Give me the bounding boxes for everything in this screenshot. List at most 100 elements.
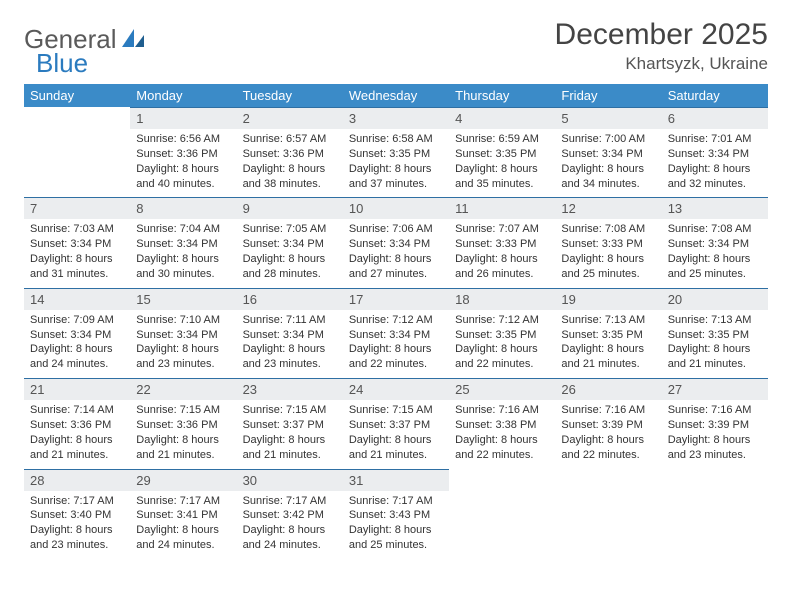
sunrise-line: Sunrise: 7:04 AM <box>136 222 230 237</box>
daylight-line: Daylight: 8 hours and 25 minutes. <box>349 523 443 553</box>
daylight-line: Daylight: 8 hours and 40 minutes. <box>136 162 230 192</box>
sunrise-line: Sunrise: 6:56 AM <box>136 132 230 147</box>
sunset-line: Sunset: 3:34 PM <box>668 237 762 252</box>
day-details: Sunrise: 7:13 AMSunset: 3:35 PMDaylight:… <box>555 310 661 378</box>
day-number: 15 <box>130 288 236 310</box>
logo-text-blue: Blue <box>36 48 88 79</box>
sunset-line: Sunset: 3:39 PM <box>561 418 655 433</box>
day-details: Sunrise: 7:11 AMSunset: 3:34 PMDaylight:… <box>237 310 343 378</box>
day-details: Sunrise: 7:12 AMSunset: 3:34 PMDaylight:… <box>343 310 449 378</box>
daylight-line: Daylight: 8 hours and 21 minutes. <box>136 433 230 463</box>
sunset-line: Sunset: 3:34 PM <box>136 328 230 343</box>
sunset-line: Sunset: 3:34 PM <box>30 237 124 252</box>
daylight-line: Daylight: 8 hours and 38 minutes. <box>243 162 337 192</box>
day-details: Sunrise: 6:58 AMSunset: 3:35 PMDaylight:… <box>343 129 449 197</box>
daylight-line: Daylight: 8 hours and 22 minutes. <box>455 433 549 463</box>
daylight-line: Daylight: 8 hours and 21 minutes. <box>668 342 762 372</box>
day-details: Sunrise: 7:00 AMSunset: 3:34 PMDaylight:… <box>555 129 661 197</box>
sunset-line: Sunset: 3:41 PM <box>136 508 230 523</box>
day-details: Sunrise: 6:57 AMSunset: 3:36 PMDaylight:… <box>237 129 343 197</box>
daylight-line: Daylight: 8 hours and 22 minutes. <box>349 342 443 372</box>
day-details: Sunrise: 7:16 AMSunset: 3:38 PMDaylight:… <box>449 400 555 468</box>
sunset-line: Sunset: 3:36 PM <box>136 418 230 433</box>
sunset-line: Sunset: 3:35 PM <box>455 147 549 162</box>
calendar-body: 1Sunrise: 6:56 AMSunset: 3:36 PMDaylight… <box>24 107 768 559</box>
daylight-line: Daylight: 8 hours and 37 minutes. <box>349 162 443 192</box>
calendar-cell: 11Sunrise: 7:07 AMSunset: 3:33 PMDayligh… <box>449 197 555 287</box>
calendar-cell: 12Sunrise: 7:08 AMSunset: 3:33 PMDayligh… <box>555 197 661 287</box>
daylight-line: Daylight: 8 hours and 31 minutes. <box>30 252 124 282</box>
day-number: 31 <box>343 469 449 491</box>
calendar-cell <box>24 107 130 197</box>
calendar-cell: 1Sunrise: 6:56 AMSunset: 3:36 PMDaylight… <box>130 107 236 197</box>
day-details: Sunrise: 7:17 AMSunset: 3:42 PMDaylight:… <box>237 491 343 559</box>
sunset-line: Sunset: 3:34 PM <box>243 328 337 343</box>
calendar-week: 21Sunrise: 7:14 AMSunset: 3:36 PMDayligh… <box>24 378 768 468</box>
day-details: Sunrise: 7:17 AMSunset: 3:43 PMDaylight:… <box>343 491 449 559</box>
calendar-cell: 18Sunrise: 7:12 AMSunset: 3:35 PMDayligh… <box>449 288 555 378</box>
location: Khartsyzk, Ukraine <box>555 54 768 74</box>
sunset-line: Sunset: 3:36 PM <box>243 147 337 162</box>
calendar-cell: 22Sunrise: 7:15 AMSunset: 3:36 PMDayligh… <box>130 378 236 468</box>
daylight-line: Daylight: 8 hours and 28 minutes. <box>243 252 337 282</box>
day-number: 24 <box>343 378 449 400</box>
sunset-line: Sunset: 3:33 PM <box>561 237 655 252</box>
day-number: 12 <box>555 197 661 219</box>
calendar-cell: 24Sunrise: 7:15 AMSunset: 3:37 PMDayligh… <box>343 378 449 468</box>
daylight-line: Daylight: 8 hours and 24 minutes. <box>136 523 230 553</box>
sunset-line: Sunset: 3:42 PM <box>243 508 337 523</box>
calendar-cell: 31Sunrise: 7:17 AMSunset: 3:43 PMDayligh… <box>343 469 449 559</box>
calendar-cell: 30Sunrise: 7:17 AMSunset: 3:42 PMDayligh… <box>237 469 343 559</box>
day-details: Sunrise: 7:04 AMSunset: 3:34 PMDaylight:… <box>130 219 236 287</box>
calendar-cell: 3Sunrise: 6:58 AMSunset: 3:35 PMDaylight… <box>343 107 449 197</box>
day-number: 29 <box>130 469 236 491</box>
sunset-line: Sunset: 3:34 PM <box>30 328 124 343</box>
sunrise-line: Sunrise: 7:05 AM <box>243 222 337 237</box>
calendar-cell: 13Sunrise: 7:08 AMSunset: 3:34 PMDayligh… <box>662 197 768 287</box>
day-number: 8 <box>130 197 236 219</box>
day-number: 10 <box>343 197 449 219</box>
sunset-line: Sunset: 3:34 PM <box>668 147 762 162</box>
calendar-cell: 14Sunrise: 7:09 AMSunset: 3:34 PMDayligh… <box>24 288 130 378</box>
sunrise-line: Sunrise: 7:16 AM <box>455 403 549 418</box>
calendar-cell: 17Sunrise: 7:12 AMSunset: 3:34 PMDayligh… <box>343 288 449 378</box>
day-number: 6 <box>662 107 768 129</box>
day-number: 26 <box>555 378 661 400</box>
calendar-cell: 21Sunrise: 7:14 AMSunset: 3:36 PMDayligh… <box>24 378 130 468</box>
daylight-line: Daylight: 8 hours and 30 minutes. <box>136 252 230 282</box>
day-details: Sunrise: 7:17 AMSunset: 3:41 PMDaylight:… <box>130 491 236 559</box>
sunset-line: Sunset: 3:34 PM <box>349 328 443 343</box>
day-number: 3 <box>343 107 449 129</box>
sunset-line: Sunset: 3:34 PM <box>349 237 443 252</box>
day-details: Sunrise: 7:08 AMSunset: 3:34 PMDaylight:… <box>662 219 768 287</box>
sunset-line: Sunset: 3:35 PM <box>455 328 549 343</box>
day-header: Saturday <box>662 84 768 107</box>
calendar-cell: 2Sunrise: 6:57 AMSunset: 3:36 PMDaylight… <box>237 107 343 197</box>
calendar-cell <box>662 469 768 559</box>
day-details: Sunrise: 7:09 AMSunset: 3:34 PMDaylight:… <box>24 310 130 378</box>
day-header: Friday <box>555 84 661 107</box>
calendar-cell <box>555 469 661 559</box>
day-number: 21 <box>24 378 130 400</box>
calendar-week: 7Sunrise: 7:03 AMSunset: 3:34 PMDaylight… <box>24 197 768 287</box>
day-details: Sunrise: 7:06 AMSunset: 3:34 PMDaylight:… <box>343 219 449 287</box>
daylight-line: Daylight: 8 hours and 24 minutes. <box>30 342 124 372</box>
day-details: Sunrise: 7:16 AMSunset: 3:39 PMDaylight:… <box>555 400 661 468</box>
daylight-line: Daylight: 8 hours and 21 minutes. <box>561 342 655 372</box>
daylight-line: Daylight: 8 hours and 27 minutes. <box>349 252 443 282</box>
sunset-line: Sunset: 3:43 PM <box>349 508 443 523</box>
day-details: Sunrise: 6:59 AMSunset: 3:35 PMDaylight:… <box>449 129 555 197</box>
day-header: Wednesday <box>343 84 449 107</box>
sunrise-line: Sunrise: 7:12 AM <box>349 313 443 328</box>
daylight-line: Daylight: 8 hours and 22 minutes. <box>455 342 549 372</box>
day-number: 20 <box>662 288 768 310</box>
daylight-line: Daylight: 8 hours and 21 minutes. <box>243 433 337 463</box>
day-details: Sunrise: 7:05 AMSunset: 3:34 PMDaylight:… <box>237 219 343 287</box>
sunrise-line: Sunrise: 7:10 AM <box>136 313 230 328</box>
sunrise-line: Sunrise: 7:17 AM <box>30 494 124 509</box>
day-details: Sunrise: 7:03 AMSunset: 3:34 PMDaylight:… <box>24 219 130 287</box>
header: General December 2025 Khartsyzk, Ukraine <box>24 18 768 74</box>
sunrise-line: Sunrise: 7:06 AM <box>349 222 443 237</box>
day-number: 2 <box>237 107 343 129</box>
daylight-line: Daylight: 8 hours and 22 minutes. <box>561 433 655 463</box>
